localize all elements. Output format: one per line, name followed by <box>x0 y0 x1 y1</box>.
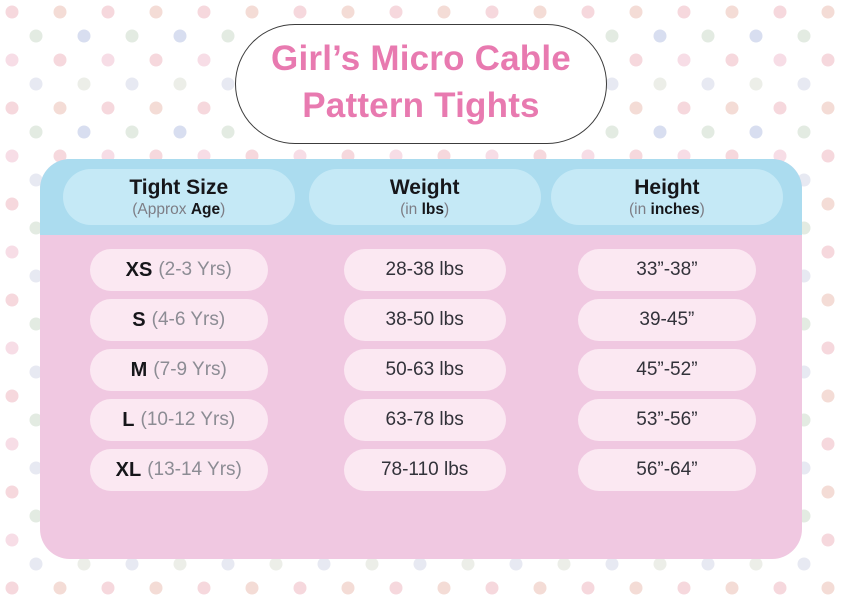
header-col-weight: Weight (in lbs) <box>304 169 546 225</box>
height-value: 56”-64” <box>636 459 698 480</box>
cell-pill-height: 33”-38” <box>577 249 756 291</box>
cell-weight: 63-78 lbs <box>304 399 546 441</box>
title-line-1: Girl’s Micro Cable <box>271 39 571 78</box>
header-sub-suffix: ) <box>220 201 226 218</box>
header-title-tight-size: Tight Size <box>129 176 229 199</box>
cell-height: 56”-64” <box>546 449 788 491</box>
cell-height: 39-45” <box>546 299 788 341</box>
cell-size: M (7-9 Yrs) <box>54 349 304 391</box>
table-row: XL (13-14 Yrs) 78-110 lbs 56”-64” <box>54 449 788 491</box>
size-age: (7-9 Yrs) <box>153 359 227 380</box>
table-row: M (7-9 Yrs) 50-63 lbs 45”-52” <box>54 349 788 391</box>
weight-value: 38-50 lbs <box>385 309 464 330</box>
cell-pill-height: 56”-64” <box>577 449 756 491</box>
size-code: XS <box>125 258 153 281</box>
cell-size: L (10-12 Yrs) <box>54 399 304 441</box>
weight-value: 28-38 lbs <box>385 259 464 280</box>
table-row: L (10-12 Yrs) 63-78 lbs 53”-56” <box>54 399 788 441</box>
table-body: XS (2-3 Yrs) 28-38 lbs 33”-38” S (4-6 Yrs) 38-… <box>40 235 802 507</box>
header-sub-tight-size: (Approx Age) <box>132 200 225 219</box>
table-header-row: Tight Size (Approx Age) Weight (in lbs) … <box>40 159 802 235</box>
size-age: (2-3 Yrs) <box>158 259 232 280</box>
header-sub-weight: (in lbs) <box>400 200 449 219</box>
cell-weight: 38-50 lbs <box>304 299 546 341</box>
header-sub-suffix: ) <box>699 201 705 218</box>
cell-pill-size: XS (2-3 Yrs) <box>89 249 268 291</box>
header-pill-tight-size: Tight Size (Approx Age) <box>62 169 295 225</box>
size-age: (13-14 Yrs) <box>147 459 242 480</box>
size-chart-card: Tight Size (Approx Age) Weight (in lbs) … <box>40 159 802 559</box>
cell-pill-size: L (10-12 Yrs) <box>89 399 268 441</box>
cell-pill-height: 45”-52” <box>577 349 756 391</box>
height-value: 39-45” <box>639 309 695 330</box>
header-col-height: Height (in inches) <box>546 169 788 225</box>
cell-pill-weight: 63-78 lbs <box>343 399 506 441</box>
cell-height: 33”-38” <box>546 249 788 291</box>
size-code: M <box>130 358 148 381</box>
cell-pill-weight: 38-50 lbs <box>343 299 506 341</box>
title-line-2: Pattern Tights <box>302 86 540 125</box>
cell-pill-weight: 78-110 lbs <box>343 449 506 491</box>
header-sub-suffix: ) <box>444 201 450 218</box>
header-pill-height: Height (in inches) <box>550 169 783 225</box>
size-code: S <box>132 308 146 331</box>
size-code: XL <box>115 458 142 481</box>
header-sub-prefix: (Approx <box>132 201 191 218</box>
cell-pill-size: XL (13-14 Yrs) <box>89 449 268 491</box>
header-sub-prefix: (in <box>628 201 651 218</box>
header-pill-weight: Weight (in lbs) <box>308 169 541 225</box>
height-value: 53”-56” <box>636 409 698 430</box>
size-age: (4-6 Yrs) <box>151 309 226 330</box>
header-sub-bold: lbs <box>421 201 445 218</box>
header-sub-prefix: (in <box>400 201 422 218</box>
cell-pill-weight: 28-38 lbs <box>343 249 506 291</box>
height-value: 33”-38” <box>636 259 698 280</box>
size-code: L <box>122 408 135 431</box>
height-value: 45”-52” <box>636 359 698 380</box>
table-row: S (4-6 Yrs) 38-50 lbs 39-45” <box>54 299 788 341</box>
cell-weight: 28-38 lbs <box>304 249 546 291</box>
cell-pill-size: S (4-6 Yrs) <box>89 299 268 341</box>
weight-value: 63-78 lbs <box>385 409 464 430</box>
header-sub-bold: inches <box>650 201 700 218</box>
cell-size: XS (2-3 Yrs) <box>54 249 304 291</box>
cell-pill-size: M (7-9 Yrs) <box>89 349 268 391</box>
header-title-height: Height <box>634 176 700 199</box>
cell-weight: 50-63 lbs <box>304 349 546 391</box>
size-age: (10-12 Yrs) <box>140 409 236 430</box>
weight-value: 78-110 lbs <box>380 459 469 480</box>
cell-height: 53”-56” <box>546 399 788 441</box>
cell-size: XL (13-14 Yrs) <box>54 449 304 491</box>
title-pill: Girl’s Micro Cable Pattern Tights <box>235 24 607 144</box>
cell-pill-height: 39-45” <box>577 299 756 341</box>
header-sub-bold: Age <box>190 201 221 218</box>
header-title-weight: Weight <box>389 176 460 199</box>
cell-pill-height: 53”-56” <box>577 399 756 441</box>
table-row: XS (2-3 Yrs) 28-38 lbs 33”-38” <box>54 249 788 291</box>
header-sub-height: (in inches) <box>629 200 705 219</box>
cell-weight: 78-110 lbs <box>304 449 546 491</box>
page-title: Girl’s Micro Cable Pattern Tights <box>0 24 842 144</box>
cell-size: S (4-6 Yrs) <box>54 299 304 341</box>
cell-height: 45”-52” <box>546 349 788 391</box>
weight-value: 50-63 lbs <box>385 359 464 380</box>
header-col-size: Tight Size (Approx Age) <box>54 169 304 225</box>
cell-pill-weight: 50-63 lbs <box>343 349 506 391</box>
